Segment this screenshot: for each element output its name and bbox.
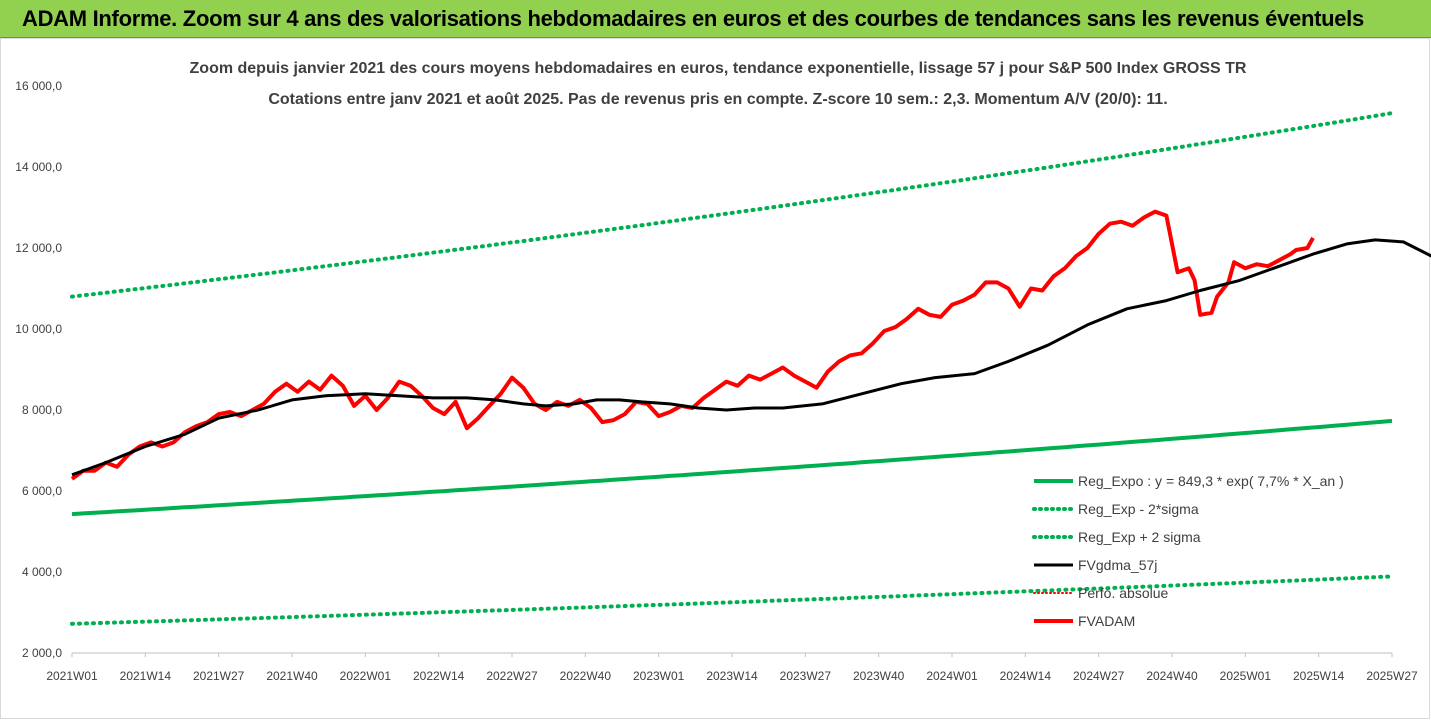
series-reg-exp-plus-2sigma [70, 111, 1394, 299]
x-tick-label: 2022W40 [560, 669, 612, 683]
x-tick-label: 2022W14 [413, 669, 465, 683]
x-tick-label: 2023W14 [706, 669, 758, 683]
x-tick-label: 2021W40 [266, 669, 318, 683]
x-tick-label: 2021W27 [193, 669, 245, 683]
series-layer [70, 111, 1431, 626]
y-axis: 2 000,0 4 000,0 6 000,0 8 000,0 10 000,0 12 0… [15, 79, 62, 660]
report-banner: ADAM Informe. Zoom sur 4 ans des valoris… [0, 0, 1431, 38]
y-tick-label: 14 000,0 [15, 160, 62, 174]
y-tick-label: 10 000,0 [15, 322, 62, 336]
x-tick-label: 2024W27 [1073, 669, 1125, 683]
chart-subtitle: Cotations entre janv 2021 et août 2025. … [268, 91, 1167, 108]
legend: Reg_Expo : y = 849,3 * exp( 7,7% * X_an … [1032, 473, 1344, 629]
y-tick-label: 6 000,0 [22, 484, 62, 498]
x-tick-label: 2025W01 [1220, 669, 1272, 683]
x-tick-label: 2024W40 [1146, 669, 1198, 683]
x-tick-label: 2023W40 [853, 669, 905, 683]
legend-label-fvgdma: FVgdma_57j [1078, 557, 1157, 573]
x-tick-label: 2023W27 [780, 669, 832, 683]
series-fvadam [70, 209, 1315, 481]
x-tick-label: 2021W01 [46, 669, 98, 683]
y-tick-label: 16 000,0 [15, 79, 62, 93]
x-axis: 2021W01 2021W14 2021W27 2021W40 2022W01 2022W… [46, 653, 1418, 683]
x-tick-label: 2025W14 [1293, 669, 1345, 683]
x-tick-label: 2022W01 [340, 669, 392, 683]
y-tick-label: 4 000,0 [22, 565, 62, 579]
y-tick-label: 12 000,0 [15, 241, 62, 255]
y-tick-label: 2 000,0 [22, 646, 62, 660]
x-tick-label: 2021W14 [120, 669, 172, 683]
x-tick-label: 2024W01 [926, 669, 978, 683]
series-reg-exp-minus-2sigma [70, 574, 1394, 626]
x-tick-label: 2025W27 [1366, 669, 1418, 683]
chart-title: Zoom depuis janvier 2021 des cours moyen… [190, 60, 1247, 77]
legend-label-reg-exp-minus: Reg_Exp - 2*sigma [1078, 501, 1199, 517]
report-title: ADAM Informe. Zoom sur 4 ans des valoris… [22, 6, 1364, 31]
legend-label-reg-expo: Reg_Expo : y = 849,3 * exp( 7,7% * X_an … [1078, 473, 1344, 489]
series-reg-expo [71, 418, 1393, 517]
legend-label-fvadam: FVADAM [1078, 613, 1135, 629]
x-tick-label: 2023W01 [633, 669, 685, 683]
x-tick-label: 2022W27 [486, 669, 538, 683]
chart-frame [0, 38, 1430, 719]
x-tick-label: 2024W14 [1000, 669, 1052, 683]
series-fvgdma-57j [71, 238, 1431, 477]
legend-label-reg-exp-plus: Reg_Exp + 2 sigma [1078, 529, 1201, 545]
legend-label-perfo: Perfo. absolue [1078, 585, 1168, 601]
y-tick-label: 8 000,0 [22, 403, 62, 417]
